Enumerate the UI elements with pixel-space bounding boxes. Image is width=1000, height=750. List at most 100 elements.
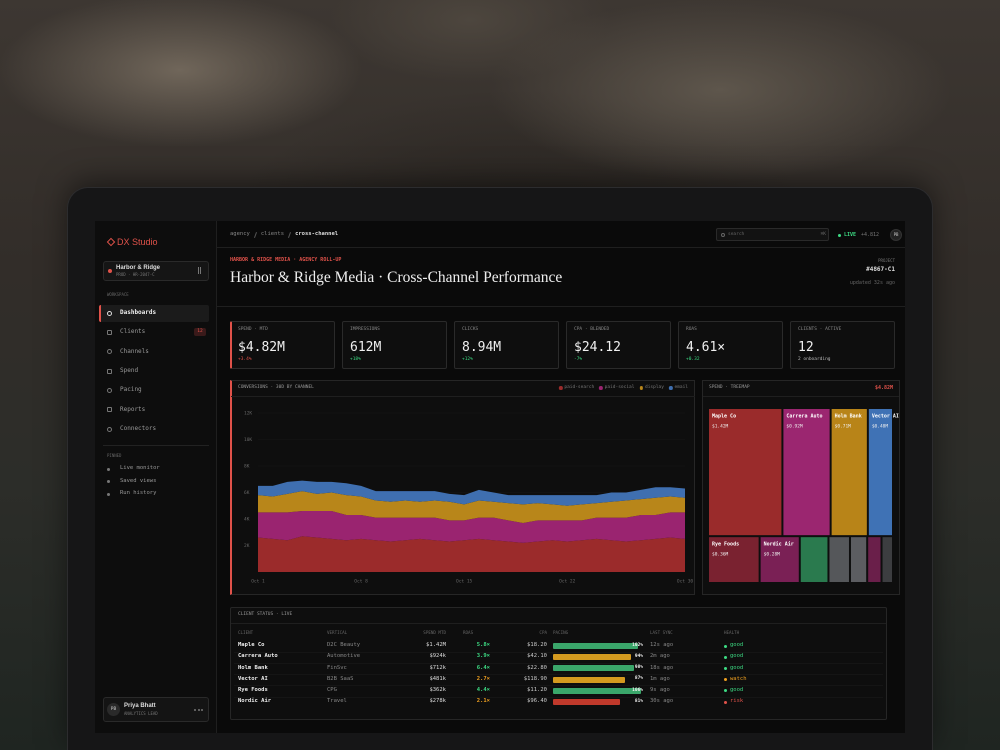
treemap-label: Holm Bank xyxy=(835,414,862,420)
cell-health: good xyxy=(730,642,744,649)
nav-item[interactable] xyxy=(99,401,209,418)
column-header: PACING xyxy=(553,629,569,635)
pacing-bar xyxy=(553,643,638,649)
nav-label: Dashboards xyxy=(120,309,157,316)
nav-label: Connectors xyxy=(120,425,157,433)
table-divider xyxy=(231,623,886,624)
user-menu-dot xyxy=(197,709,200,711)
breadcrumb-item[interactable]: agency xyxy=(230,231,250,238)
search-box[interactable] xyxy=(716,228,829,241)
kpi-value: 12 xyxy=(798,339,814,355)
kpi-card xyxy=(678,321,783,369)
app: DX Studio Harbor & Ridge PROD · HR-2047-C W… xyxy=(95,221,905,733)
project-label: PROJECT xyxy=(878,258,895,263)
cell-roas: 2.7× xyxy=(476,675,490,682)
nav-item[interactable] xyxy=(99,343,209,360)
top-avatar-initials: PB xyxy=(893,232,899,237)
area-layer xyxy=(258,491,685,523)
pinned-label: PINNED xyxy=(107,453,122,458)
cell-pacing: 81% xyxy=(634,698,643,704)
cell-spend: $362k xyxy=(429,687,446,694)
cell-health: risk xyxy=(730,698,744,705)
pinned-item[interactable]: Saved views xyxy=(120,477,157,484)
chart-title: CONVERSIONS · 30D BY CHANNEL xyxy=(238,384,314,390)
legend-label: paid-social xyxy=(604,384,635,390)
nav-icon xyxy=(107,387,112,393)
legend-swatch xyxy=(558,386,563,390)
user-avatar xyxy=(107,703,120,716)
legend-item: paid-search xyxy=(558,385,594,391)
kpi-value: 4.61× xyxy=(686,339,726,355)
cell-last-sync: 2m ago xyxy=(650,653,670,660)
top-avatar[interactable] xyxy=(890,229,902,241)
cell-last-sync: 1m ago xyxy=(650,675,670,682)
pinned-item[interactable]: Run history xyxy=(120,490,157,497)
cell-roas: 3.9× xyxy=(476,653,490,660)
nav-item[interactable] xyxy=(99,304,209,322)
kpi-value: 8.94M xyxy=(462,339,502,355)
table-row[interactable] xyxy=(234,674,883,685)
section-label: WORKSPACE xyxy=(107,292,129,297)
table-row[interactable] xyxy=(234,696,883,708)
user-card xyxy=(103,697,209,722)
nav-item[interactable] xyxy=(99,324,209,341)
cell-last-sync: 18s ago xyxy=(650,664,674,671)
pinned-item[interactable]: Live monitor xyxy=(120,465,160,472)
column-header: LAST SYNC xyxy=(650,629,673,635)
y-tick-label: 10K xyxy=(244,437,252,443)
pacing-bar xyxy=(553,676,626,683)
column-header: ROAS xyxy=(463,629,474,635)
kpi-label: SPEND · MTD xyxy=(238,326,268,332)
treemap-tile xyxy=(709,537,759,582)
treemap-tile xyxy=(882,537,892,582)
table-row[interactable] xyxy=(234,685,883,696)
y-tick-label: 12K xyxy=(244,411,252,417)
kpi-delta: +3.4% xyxy=(238,356,252,362)
topbar-divider xyxy=(217,247,905,248)
legend-label: email xyxy=(674,384,688,390)
treemap-tile xyxy=(800,537,828,582)
treemap-value: $1.42M xyxy=(712,424,729,430)
kpi-delta: 2 onboarding xyxy=(798,356,831,362)
nav-icon xyxy=(107,407,112,413)
nav-item[interactable] xyxy=(99,363,209,380)
nav-label: Spend xyxy=(120,367,139,375)
nav-label: Channels xyxy=(120,347,149,355)
header-divider xyxy=(217,306,905,307)
cell-spend: $481k xyxy=(429,675,446,682)
nav-icon xyxy=(107,329,112,335)
treemap-value: $0.48M xyxy=(872,424,889,430)
treemap-total: $4.82M xyxy=(874,384,893,391)
cell-vertical: B2B SaaS xyxy=(327,675,354,682)
workspace-switcher[interactable] xyxy=(103,261,209,281)
chart-divider xyxy=(231,396,695,397)
y-tick-label: 4K xyxy=(244,517,250,523)
y-tick-label: 8K xyxy=(244,464,250,470)
cell-last-sync: 12s ago xyxy=(650,642,674,649)
search-shortcut: ⌘K xyxy=(820,231,826,237)
pinned-icon xyxy=(107,492,110,496)
cell-client: Holm Bank xyxy=(238,664,268,671)
kpi-delta: +12% xyxy=(462,356,473,362)
table-row[interactable] xyxy=(234,662,883,674)
cell-health: watch xyxy=(730,675,747,682)
spend-treemap: Maple Co $1.42M Carrera Auto $0.92M Holm Ban… xyxy=(709,409,899,582)
nav-item[interactable] xyxy=(99,382,209,399)
cell-client: Maple Co xyxy=(238,642,265,649)
page-title: Harbor & Ridge Media · Cross-Channel Per… xyxy=(230,269,563,287)
health-dot xyxy=(724,644,727,648)
table-row[interactable] xyxy=(234,651,883,663)
user-menu-dot xyxy=(201,709,203,711)
treemap-title: SPEND · TREEMAP xyxy=(709,384,750,390)
column-header: VERTICAL xyxy=(327,629,348,635)
cell-vertical: D2C Beauty xyxy=(327,642,361,649)
user-name: Priya Bhatt xyxy=(124,703,156,709)
legend-swatch xyxy=(668,386,673,390)
treemap-tile xyxy=(868,537,881,582)
breadcrumb-item[interactable]: cross-channel xyxy=(295,231,339,238)
treemap-divider xyxy=(703,396,899,397)
breadcrumb-item[interactable]: clients xyxy=(260,231,285,238)
screen: DX Studio Harbor & Ridge PROD · HR-2047-C W… xyxy=(95,221,905,733)
treemap-value: $0.71M xyxy=(835,424,852,430)
cell-last-sync: 9s ago xyxy=(650,687,670,694)
